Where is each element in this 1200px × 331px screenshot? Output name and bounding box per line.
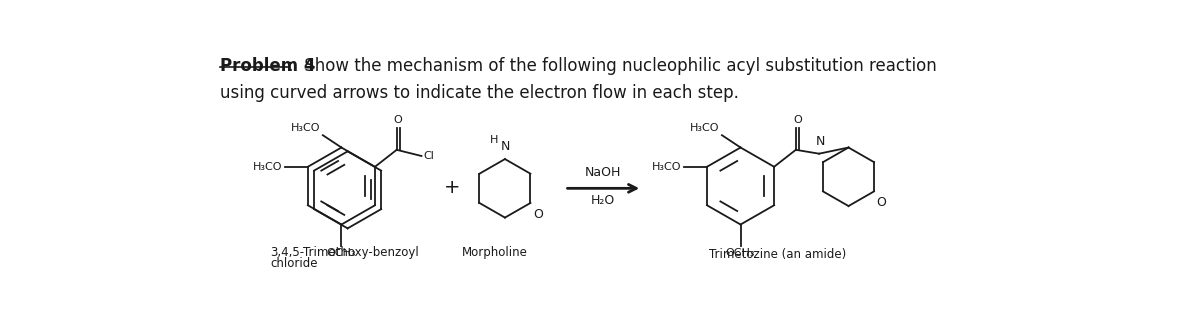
Text: 3,4,5-Trimethoxy-benzoyl: 3,4,5-Trimethoxy-benzoyl [270, 246, 419, 259]
Text: O: O [793, 115, 802, 125]
Text: H₃CO: H₃CO [292, 123, 320, 133]
Text: N: N [500, 140, 510, 153]
Text: N: N [816, 134, 826, 148]
Text: NaOH: NaOH [586, 166, 622, 179]
Text: H: H [490, 135, 498, 145]
Text: Problem 4: Problem 4 [220, 57, 316, 75]
Text: OCH₃: OCH₃ [726, 248, 755, 259]
Text: +: + [444, 178, 461, 197]
Text: :  Show the mechanism of the following nucleophilic acyl substitution reaction: : Show the mechanism of the following nu… [288, 57, 937, 75]
Text: H₃CO: H₃CO [690, 123, 720, 133]
Text: chloride: chloride [270, 257, 318, 270]
Text: Cl: Cl [424, 151, 434, 161]
Text: H₃CO: H₃CO [652, 162, 682, 172]
Text: Trimetozine (an amide): Trimetozine (an amide) [709, 248, 846, 260]
Text: O: O [394, 115, 403, 125]
Text: O: O [876, 196, 887, 209]
Text: OCH₃: OCH₃ [326, 248, 356, 259]
Text: H₃CO: H₃CO [253, 162, 282, 172]
Text: H₂O: H₂O [592, 195, 616, 208]
Text: using curved arrows to indicate the electron flow in each step.: using curved arrows to indicate the elec… [220, 84, 739, 102]
Text: O: O [533, 208, 542, 220]
Text: Morpholine: Morpholine [462, 246, 528, 259]
